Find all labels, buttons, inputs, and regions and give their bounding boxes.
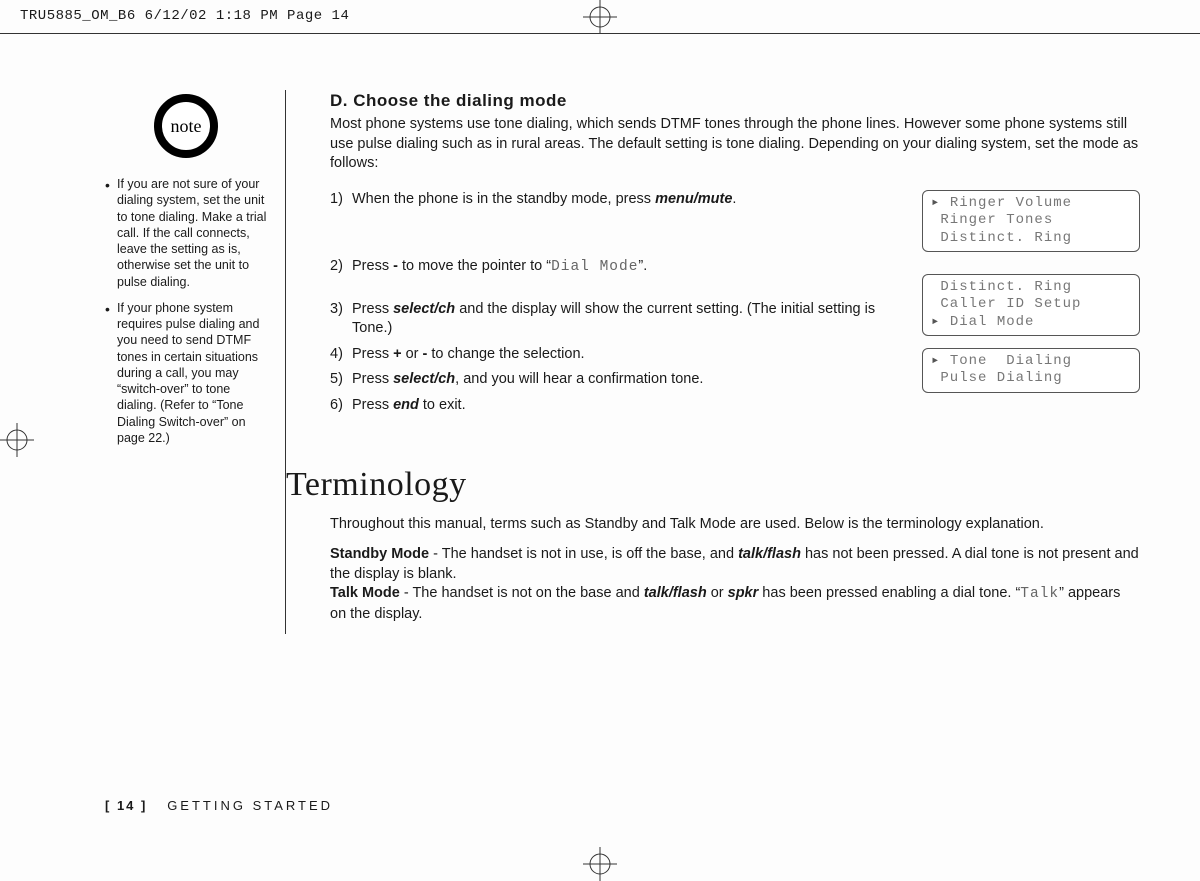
section-title: D. Choose the dialing mode [330,90,1140,113]
note-bullet: If you are not sure of your dialing syst… [105,176,267,290]
section-intro: Most phone systems use tone dialing, whi… [330,115,1140,174]
key-label: select/ch [393,301,455,317]
page-number: [ 14 ] [105,798,147,813]
lcd-text: Talk [1020,586,1059,602]
step-item: Press select/ch, and you will hear a con… [330,370,1140,390]
page-footer: [ 14 ] GETTING STARTED [105,798,333,813]
note-sidebar: note If you are not sure of your dialing… [105,90,285,456]
registration-mark-icon [583,0,617,34]
note-text: If your phone system requires pulse dial… [117,301,259,445]
lcd-text: Dial Mode [551,259,638,275]
step-item: Press end to exit. [330,396,1140,416]
note-icon: note [150,90,222,162]
step-item: When the phone is in the standby mode, p… [330,190,1140,210]
registration-mark-icon [0,423,34,457]
lcd-line: Distinct. Ring [931,230,1131,248]
note-bullet: If your phone system requires pulse dial… [105,300,267,446]
footer-section: GETTING STARTED [167,798,333,813]
svg-text:note: note [171,116,202,136]
page-content: note If you are not sure of your dialing… [105,90,1140,821]
term-label: Talk Mode [330,585,400,601]
term-label: Standby Mode [330,546,429,562]
note-text: If you are not sure of your dialing syst… [117,177,266,289]
key-label: menu/mute [655,191,732,207]
print-header-text: TRU5885_OM_B6 6/12/02 1:18 PM Page 14 [20,8,349,24]
terminology-definition: Standby Mode - The handset is not in use… [330,545,1140,624]
key-label: select/ch [393,371,455,387]
step-item: Press - to move the pointer to “Dial Mod… [330,257,1140,278]
terminology-heading: Terminology [286,462,1140,508]
key-label: talk/flash [644,585,707,601]
lcd-line: Ringer Tones [931,212,1131,230]
lcd-line: Distinct. Ring [931,279,1131,297]
key-label: talk/flash [738,546,801,562]
terminology-body: Throughout this manual, terms such as St… [330,515,1140,624]
step-item: Press + or - to change the selection. [330,345,1140,365]
key-label: end [393,397,419,413]
key-label: + [393,346,401,362]
step-item: Press select/ch and the display will sho… [330,300,1140,339]
main-column: D. Choose the dialing mode Most phone sy… [286,90,1140,634]
registration-mark-icon [583,847,617,881]
terminology-intro: Throughout this manual, terms such as St… [330,515,1140,535]
key-label: spkr [728,585,759,601]
